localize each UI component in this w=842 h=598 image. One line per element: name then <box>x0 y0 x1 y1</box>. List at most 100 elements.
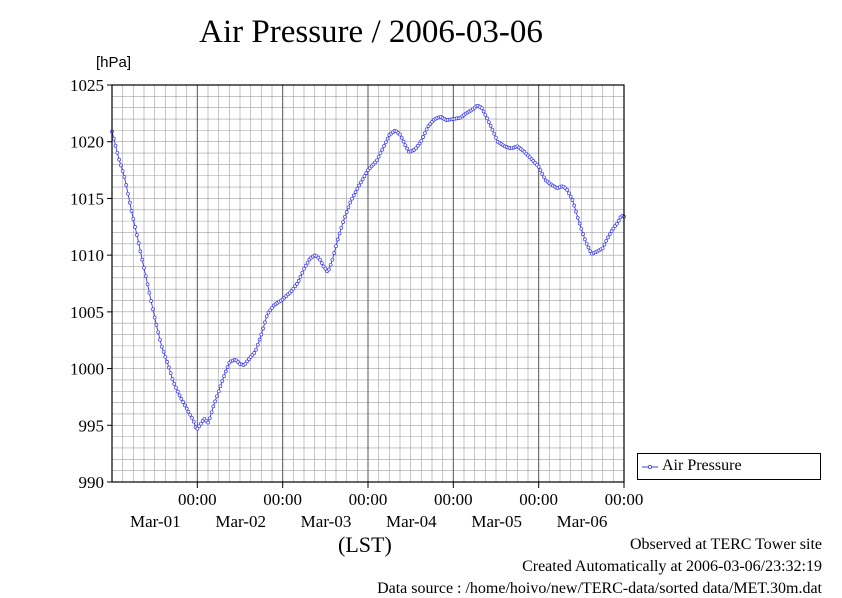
data-point <box>360 177 365 182</box>
x-tick-time: 00:00 <box>349 490 388 509</box>
data-point <box>362 174 367 179</box>
data-point <box>218 384 223 389</box>
data-point <box>583 237 587 242</box>
footer-site: Observed at TERC Tower site <box>629 536 822 553</box>
data-point <box>323 266 328 271</box>
data-point <box>298 275 303 279</box>
data-point <box>152 315 157 320</box>
data-point <box>305 260 310 265</box>
data-point <box>295 282 299 286</box>
data-point <box>220 379 225 383</box>
data-point <box>359 180 363 185</box>
data-point <box>600 246 605 251</box>
data-point <box>334 244 338 249</box>
data-point <box>424 127 429 132</box>
data-point <box>346 205 351 210</box>
data-point <box>190 415 194 420</box>
data-point <box>291 286 296 291</box>
data-point <box>586 245 591 250</box>
data-point <box>328 262 333 267</box>
data-point <box>383 140 388 145</box>
data-point <box>186 409 191 414</box>
y-tick-label: 1000 <box>70 360 104 379</box>
data-point <box>167 365 171 370</box>
data-point <box>615 221 619 226</box>
x-tick-date: Mar-05 <box>471 512 522 531</box>
data-point <box>337 231 342 236</box>
data-point <box>268 308 273 313</box>
data-point <box>266 310 271 315</box>
data-point <box>382 144 386 148</box>
data-point <box>197 424 201 429</box>
data-point <box>414 146 418 151</box>
data-point <box>350 196 354 201</box>
data-point <box>117 157 121 162</box>
data-point <box>584 241 589 246</box>
series-air-pressure <box>110 104 626 431</box>
data-point <box>300 270 305 275</box>
data-point <box>216 389 221 394</box>
data-point <box>184 406 189 411</box>
y-tick-label: 1015 <box>70 189 104 208</box>
y-tick-label: 1005 <box>70 303 104 322</box>
data-point <box>168 371 173 376</box>
data-point <box>565 188 569 192</box>
data-point <box>380 147 385 152</box>
data-point <box>131 217 136 221</box>
data-point <box>575 215 580 220</box>
data-point <box>339 225 344 230</box>
data-point <box>321 264 326 269</box>
x-tick-date: Mar-03 <box>301 512 352 531</box>
data-point <box>579 226 584 231</box>
data-point <box>170 377 175 381</box>
data-point <box>215 394 219 399</box>
data-point <box>419 138 424 143</box>
data-point <box>143 274 148 279</box>
data-point <box>568 194 573 199</box>
data-point <box>602 242 607 247</box>
data-point <box>574 209 578 214</box>
data-point <box>122 175 127 179</box>
data-point <box>542 175 546 180</box>
data-point <box>488 124 493 128</box>
data-point <box>183 403 187 408</box>
data-point <box>222 374 226 378</box>
data-point <box>245 359 249 364</box>
data-point <box>375 158 379 163</box>
data-point <box>376 154 381 159</box>
data-point <box>385 136 390 141</box>
legend-swatch <box>642 464 658 469</box>
data-point <box>111 136 116 141</box>
x-tick-date: Mar-01 <box>130 512 181 531</box>
data-point <box>481 109 486 114</box>
data-point <box>163 354 168 359</box>
data-point <box>159 344 164 349</box>
y-tick-label: 1020 <box>70 133 104 152</box>
data-point <box>332 251 337 255</box>
data-point <box>318 257 322 262</box>
data-point <box>487 120 491 125</box>
data-point <box>357 183 361 188</box>
data-point <box>145 282 150 287</box>
footer-source: Data source : /home/hoivo/new/TERC-data/… <box>377 580 822 597</box>
data-point <box>149 299 153 303</box>
data-point <box>133 225 137 229</box>
x-axis-label: (LST) <box>338 532 392 557</box>
data-point <box>302 266 306 271</box>
data-point <box>213 399 217 404</box>
data-point <box>423 131 427 135</box>
data-point <box>378 151 383 156</box>
data-point <box>417 141 422 146</box>
data-point <box>154 323 159 327</box>
data-point <box>421 135 425 139</box>
data-point <box>158 337 162 342</box>
data-point <box>588 249 593 254</box>
data-point <box>259 332 264 337</box>
data-point <box>156 330 161 335</box>
data-point <box>415 144 420 148</box>
data-point <box>536 164 541 169</box>
data-point <box>330 257 335 262</box>
data-point <box>479 106 484 111</box>
x-tick-time: 00:00 <box>178 490 217 509</box>
data-point <box>188 412 193 417</box>
